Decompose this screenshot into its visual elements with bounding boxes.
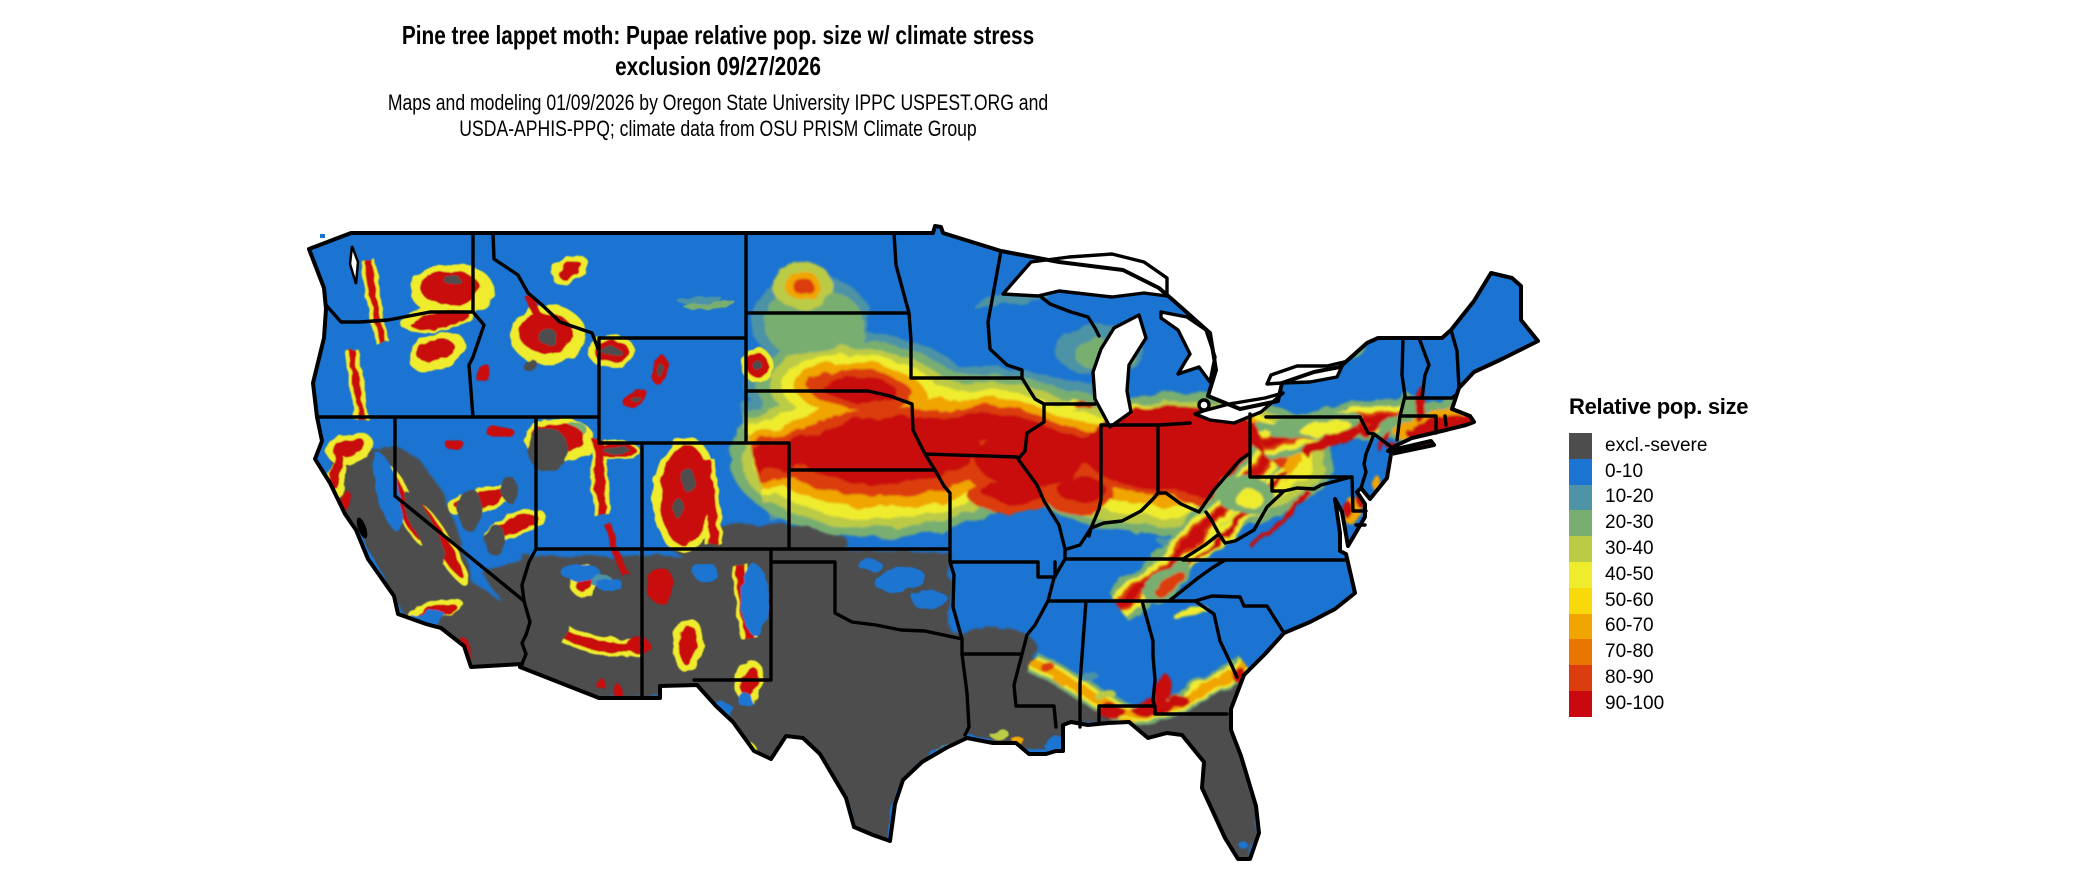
legend-label: 30-40 (1605, 538, 1654, 560)
chart-title-line1: Pine tree lappet moth: Pupae relative po… (401, 20, 1035, 50)
legend-swatch (1569, 484, 1592, 511)
legend-item: 10-20 (1569, 484, 1869, 511)
legend-swatch (1569, 433, 1592, 459)
chart-subtitle: Maps and modeling 01/09/2026 by Oregon S… (144, 90, 1293, 142)
san-juan-islands (320, 234, 325, 238)
gulf-transition-arc (1025, 650, 1252, 727)
chart-subtitle-line1: Maps and modeling 01/09/2026 by Oregon S… (387, 90, 1049, 115)
legend-swatch (1569, 458, 1592, 485)
legend-item: 0-10 (1569, 458, 1869, 485)
chart-title-line2: exclusion 09/27/2026 (615, 51, 821, 81)
legend-swatch (1569, 639, 1592, 666)
legend-swatch (1569, 690, 1592, 717)
legend-item: 80-90 (1569, 665, 1869, 691)
legend-item: 40-50 (1569, 561, 1869, 588)
legend-item: 90-100 (1569, 690, 1869, 717)
lake-st-clair (1197, 398, 1211, 412)
legend-label: 40-50 (1605, 563, 1654, 585)
legend-title: Relative pop. size (1569, 394, 1749, 419)
legend-label: 20-30 (1605, 512, 1654, 534)
san-francisco-bay (356, 517, 368, 539)
legend-item: excl.-severe (1569, 433, 1869, 459)
legend-label: 50-60 (1605, 589, 1654, 611)
lake-michigan (1091, 313, 1148, 429)
legend-label: 90-100 (1605, 692, 1665, 714)
legend-swatch (1569, 587, 1592, 614)
legend-label: 0-10 (1605, 460, 1644, 482)
legend-label: 80-90 (1605, 667, 1654, 689)
legend-item: 50-60 (1569, 587, 1869, 614)
chart-subtitle-line2: USDA-APHIS-PPQ; climate data from OSU PR… (459, 116, 977, 141)
legend-label: excl.-severe (1605, 434, 1708, 456)
legend-label: 10-20 (1605, 486, 1654, 508)
legend-swatch (1569, 561, 1592, 588)
legend-panel: Relative pop. size excl.-severe 0-10 10-… (1569, 394, 1869, 717)
state-borders (315, 231, 1461, 737)
lake-superior (1001, 252, 1169, 299)
legend-swatch (1569, 510, 1592, 537)
us-map-svg (307, 224, 1540, 861)
legend-swatch (1569, 665, 1592, 691)
legend-swatch (1569, 536, 1592, 562)
legend-item: 60-70 (1569, 613, 1869, 640)
us-population-map (300, 222, 1550, 887)
legend-label: 70-80 (1605, 641, 1654, 663)
chart-title: Pine tree lappet moth: Pupae relative po… (144, 20, 1293, 82)
legend-swatch (1569, 613, 1592, 640)
legend-label: 60-70 (1605, 615, 1654, 637)
legend-item: 20-30 (1569, 510, 1869, 537)
legend-item: 30-40 (1569, 536, 1869, 562)
puget-sound (348, 245, 360, 285)
legend-item: 70-80 (1569, 639, 1869, 666)
